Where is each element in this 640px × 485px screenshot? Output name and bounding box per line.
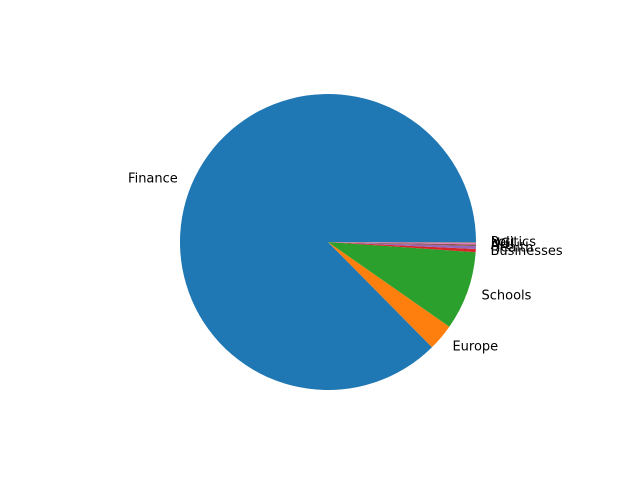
pie-slice-europe: [328, 242, 450, 348]
pie-label-schools: Schools: [482, 289, 532, 304]
pie-slice-health: [328, 242, 476, 249]
pie-slice-ngi: [328, 242, 476, 245]
pie-label-europe: Europe: [452, 339, 498, 354]
pie-label-businesses: Businesses: [491, 244, 563, 259]
pie-label-health: Health: [491, 241, 534, 256]
pie-label-finance: Finance: [128, 172, 178, 187]
pie-slice-art: [328, 242, 476, 247]
pie-label-art: Art: [491, 238, 510, 253]
pie-label-politics: Politics: [491, 235, 536, 250]
pie-slice-schools: [328, 242, 476, 327]
pie-slice-finance: [179, 93, 476, 390]
pie-slice-politics: [328, 242, 476, 243]
pie-slice-businesses: [328, 242, 476, 253]
pie-label-ngi: NGI: [491, 236, 515, 251]
